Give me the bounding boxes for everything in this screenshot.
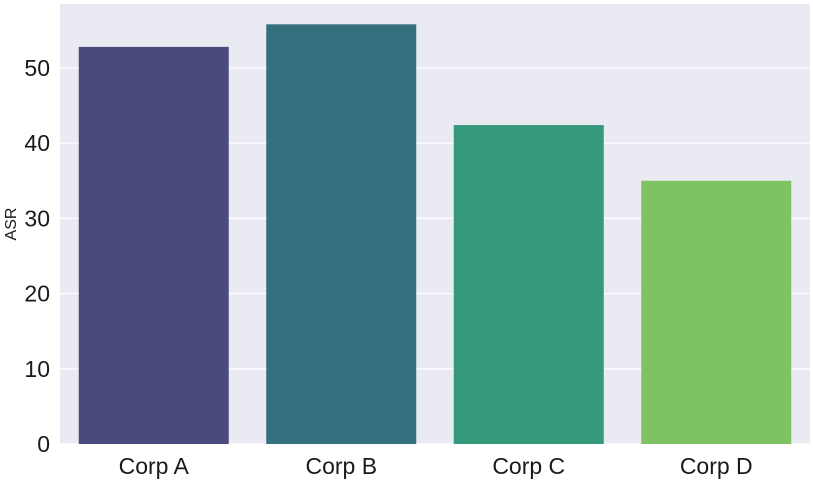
y-tick-label: 30: [24, 205, 50, 231]
x-tick-label: Corp C: [492, 453, 565, 479]
y-tick-label: 50: [24, 55, 50, 81]
bar: [641, 180, 792, 444]
y-axis-label: ASR: [3, 208, 20, 241]
x-tick-label: Corp A: [119, 453, 190, 479]
y-tick-label: 10: [24, 356, 50, 382]
bar: [78, 46, 229, 444]
x-axis-ticks: Corp A Corp B Corp C Corp D: [119, 453, 753, 479]
y-tick-label: 0: [37, 431, 50, 457]
x-tick-label: Corp B: [305, 453, 377, 479]
y-tick-label: 20: [24, 281, 50, 307]
bar: [266, 24, 417, 445]
bars: [78, 24, 792, 445]
y-axis-ticks: 0 10 20 30 40 50: [24, 55, 50, 457]
bar: [453, 125, 604, 444]
y-tick-label: 40: [24, 130, 50, 156]
x-tick-label: Corp D: [680, 453, 753, 479]
